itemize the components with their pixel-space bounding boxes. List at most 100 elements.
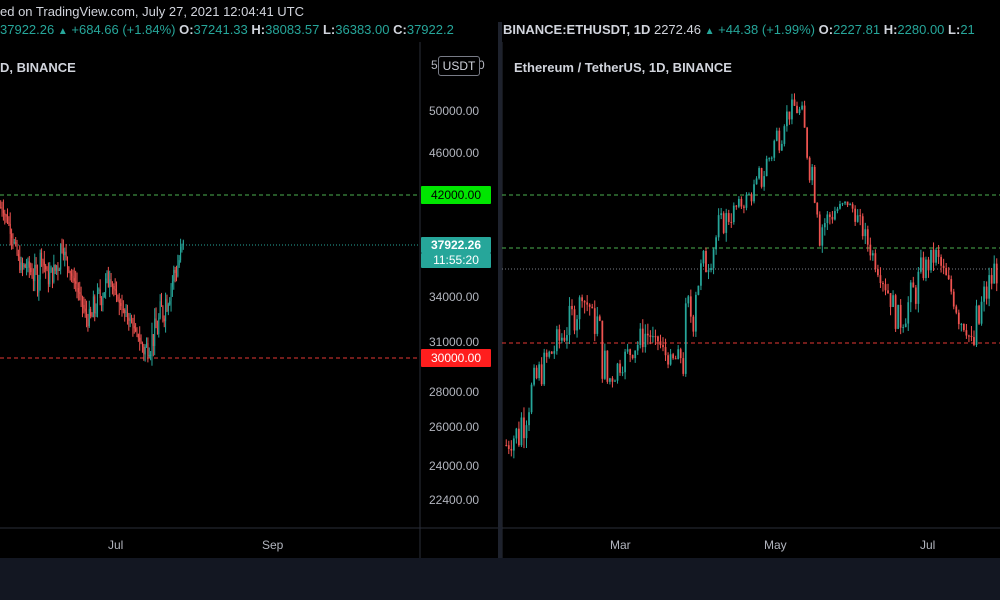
eth-candle-body — [710, 268, 712, 271]
eth-candle-body — [831, 216, 834, 220]
btc-candle-body — [103, 292, 105, 298]
eth-candle-body — [700, 263, 702, 286]
eth-candle-body — [788, 111, 791, 120]
eth-quote-line: BINANCE:ETHUSDT, 1D 2272.46 ▲ +44.38 (+1… — [503, 22, 1000, 42]
eth-candle-body — [672, 354, 675, 359]
btc-price-tick: 22400.00 — [429, 493, 480, 507]
btc-candle-body — [13, 242, 15, 244]
eth-candle-body — [644, 333, 647, 348]
eth-candle-body — [978, 305, 980, 324]
btc-candle-body — [106, 271, 108, 279]
eth-candle-body — [786, 111, 788, 127]
btc-candle-body — [136, 331, 138, 335]
btc-candle-body — [135, 328, 137, 332]
btc-price-tick: 28000.00 — [429, 385, 480, 399]
eth-candle-body — [571, 305, 573, 310]
btc-candle-body — [114, 289, 116, 291]
eth-candle-body — [512, 438, 515, 451]
eth-candle-body — [743, 206, 745, 208]
btc-candle-body — [73, 278, 75, 282]
eth-candle-body — [641, 328, 644, 348]
eth-candle-body — [864, 229, 867, 237]
eth-candle-body — [844, 201, 846, 204]
btc-h-label: H: — [251, 22, 266, 37]
btc-candle-body — [109, 279, 111, 288]
eth-candle-body — [684, 303, 687, 374]
eth-candle-body — [970, 335, 973, 338]
eth-candle-body — [609, 378, 611, 382]
btc-candle-body — [101, 298, 103, 306]
eth-candle-body — [737, 198, 740, 207]
btc-candle-body — [68, 266, 70, 271]
btc-candle-body — [77, 287, 79, 293]
eth-candle-body — [740, 198, 743, 207]
btc-candle-body — [163, 318, 165, 322]
currency-selector-button[interactable]: USDT — [438, 56, 480, 76]
btc-time-tick-jul: Jul — [108, 538, 124, 552]
eth-symbol: BINANCE:ETHUSDT, 1D — [503, 22, 651, 37]
eth-candle-body — [705, 250, 707, 273]
btc-c-value: 37922.2 — [406, 22, 454, 37]
eth-candle-body — [707, 270, 710, 273]
eth-candle-body — [940, 256, 943, 266]
eth-candle-body — [545, 352, 548, 357]
bottom-bar — [0, 558, 1000, 600]
btc-candle-body — [9, 223, 11, 234]
eth-candle-body — [841, 203, 844, 205]
btc-candle-body — [27, 261, 29, 268]
btc-candle-body — [180, 246, 182, 261]
eth-candle-body — [682, 358, 685, 374]
eth-candle-body — [990, 275, 993, 284]
btc-candle-body — [174, 269, 176, 274]
eth-candle-body — [917, 271, 920, 304]
eth-candle-body — [816, 202, 819, 215]
btc-candle-body — [144, 346, 146, 355]
eth-candle-body — [818, 214, 821, 246]
eth-candle-body — [528, 412, 530, 426]
eth-candle-body — [869, 244, 872, 256]
eth-candle-body — [945, 267, 948, 276]
eth-candle-body — [576, 319, 578, 331]
eth-h-value: 2280.00 — [897, 22, 945, 37]
eth-l-value: 21 — [960, 22, 975, 37]
eth-candle-body — [912, 282, 915, 288]
btc-candle-body — [15, 242, 17, 244]
eth-candle-body — [712, 249, 715, 269]
eth-candle-body — [601, 320, 604, 379]
eth-candle-body — [904, 323, 907, 328]
eth-candle-body — [667, 355, 669, 365]
eth-candle-body — [702, 250, 705, 264]
eth-candle-body — [965, 330, 968, 336]
btc-candle-body — [81, 296, 83, 305]
btc-candle-body — [92, 296, 94, 317]
eth-candle-body — [568, 305, 571, 336]
eth-candle-body — [874, 253, 877, 270]
eth-candle-body — [745, 194, 748, 208]
btc-candle-body — [83, 304, 85, 309]
eth-candle-body — [677, 349, 680, 360]
eth-candle-body — [533, 367, 535, 385]
eth-time-tick-mar: Mar — [610, 538, 631, 552]
btc-candle-body — [165, 298, 167, 322]
eth-candle-body — [942, 265, 945, 268]
btc-candle-body — [143, 346, 145, 355]
btc-candle-body — [1, 207, 3, 211]
btc-candle-body — [45, 265, 47, 270]
eth-h-label: H: — [883, 22, 898, 37]
btc-candle-body — [51, 267, 53, 282]
btc-candle-body — [61, 244, 63, 249]
btc-candle-body — [58, 269, 60, 271]
btc-candle-body — [86, 311, 88, 319]
eth-candle-body — [935, 249, 937, 263]
btc-candle-body — [176, 273, 178, 277]
eth-candle-body — [555, 329, 558, 352]
eth-candle-body — [652, 336, 654, 338]
btc-candle-body — [169, 301, 171, 305]
btc-candle-body — [42, 259, 44, 262]
eth-candle-body — [884, 284, 887, 291]
panel-divider[interactable] — [498, 22, 502, 558]
btc-candle-body — [17, 254, 19, 257]
eth-candle-body — [871, 253, 874, 256]
btc-candle-body — [94, 296, 96, 314]
eth-candle-body — [887, 290, 889, 294]
